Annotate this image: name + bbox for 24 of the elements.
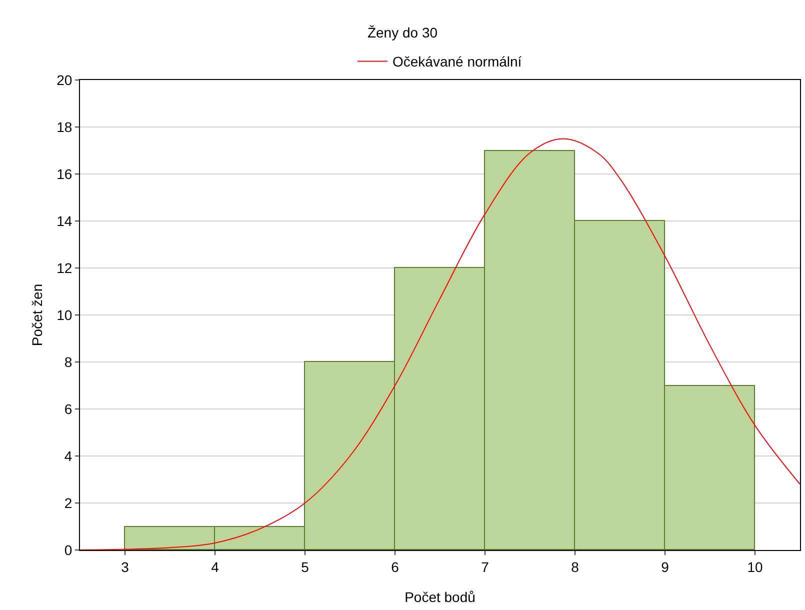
y-tick-label: 12 <box>56 260 72 276</box>
y-tick-label: 6 <box>64 400 72 417</box>
y-tick-label: 16 <box>56 166 72 182</box>
y-tick-label: 14 <box>56 212 72 229</box>
x-tick-label: 10 <box>747 558 763 575</box>
x-tick-label: 5 <box>301 558 310 575</box>
line-series <box>80 138 800 550</box>
y-tick-label: 18 <box>56 118 72 135</box>
y-axis-title: Počet žen <box>29 284 45 346</box>
chart-title: Ženy do 30 <box>367 24 438 40</box>
x-tick-label: 9 <box>661 558 670 575</box>
x-tick-label: 8 <box>571 558 580 575</box>
y-tick-label: 10 <box>56 306 72 323</box>
legend-label: Očekávané normální <box>392 54 522 70</box>
x-axis-title: Počet bodů <box>404 589 476 605</box>
x-tick-label: 7 <box>481 558 490 575</box>
x-tick-label: 4 <box>211 558 220 575</box>
y-tick-label: 0 <box>64 542 72 558</box>
y-tick-label: 2 <box>64 494 72 511</box>
y-tick-label: 20 <box>56 72 72 88</box>
y-tick-label: 4 <box>64 448 72 464</box>
x-tick-label: 6 <box>391 558 400 575</box>
y-tick-label: 8 <box>64 354 72 370</box>
x-tick-label: 3 <box>121 558 130 575</box>
